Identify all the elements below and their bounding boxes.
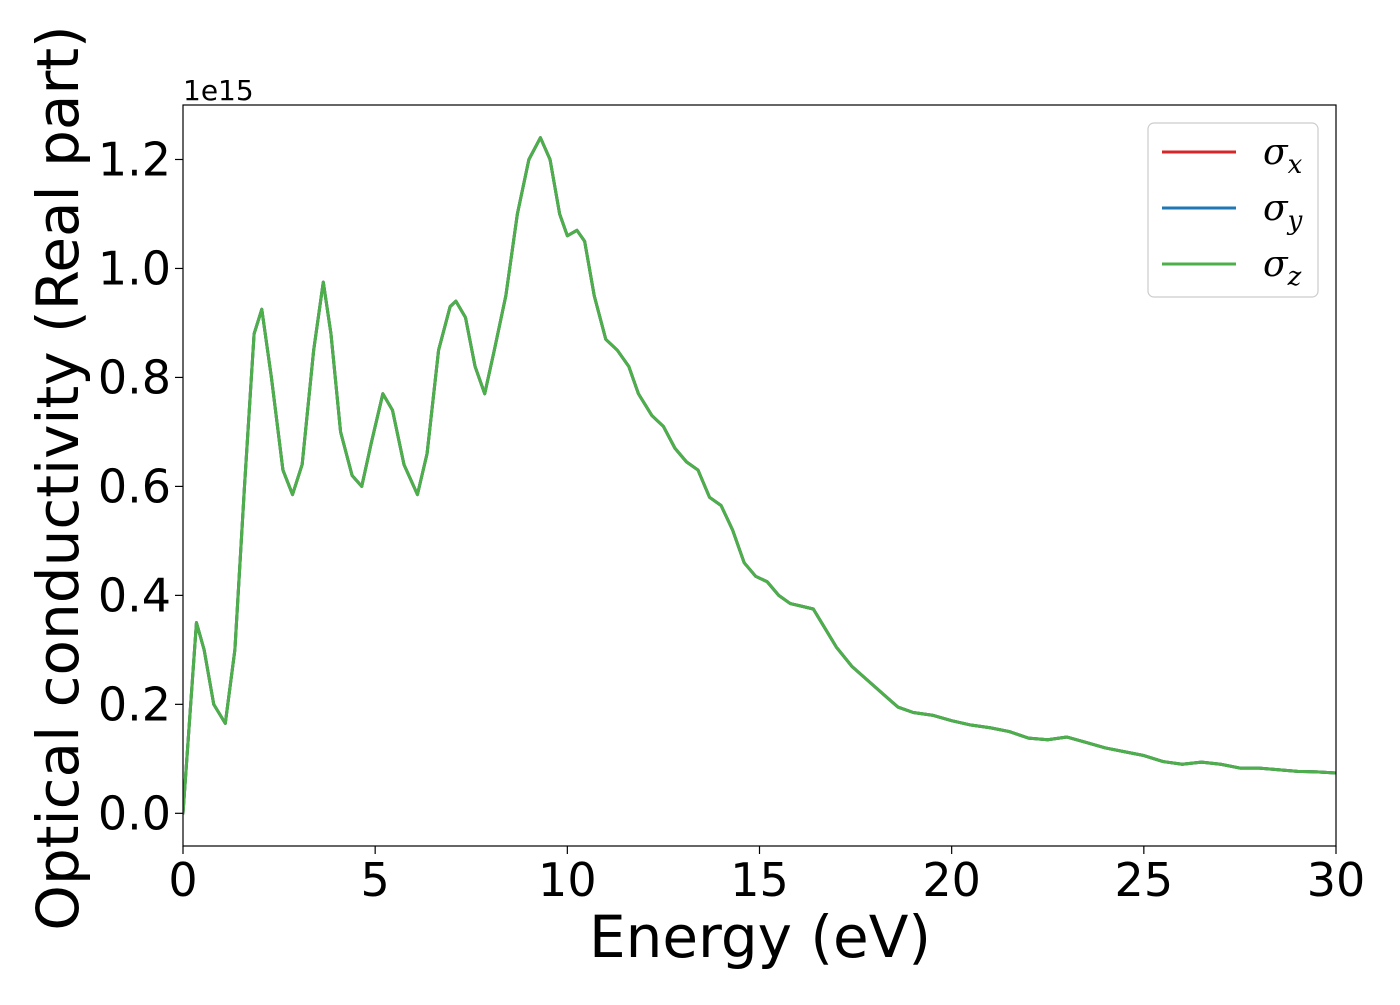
- x-tick-label: 5: [361, 853, 390, 907]
- legend-label: σy: [1263, 188, 1303, 236]
- x-tick-label: 10: [538, 853, 597, 907]
- y-axis-offset-label: 1e15: [183, 74, 254, 107]
- y-tick-label: 1.2: [98, 132, 171, 186]
- legend-label: σz: [1263, 244, 1302, 292]
- y-tick-label: 0.4: [98, 568, 171, 622]
- legend-item-y: σy: [1162, 188, 1303, 236]
- y-tick-label: 0.8: [98, 350, 171, 404]
- y-tick-label: 0.0: [98, 786, 171, 840]
- legend-item-x: σx: [1162, 132, 1303, 180]
- x-tick-label: 25: [1115, 853, 1174, 907]
- x-tick-label: 20: [922, 853, 981, 907]
- x-axis-label: Energy (eV): [589, 903, 931, 971]
- y-axis-ticks: 0.0 0.2 0.4 0.6 0.8 1.0 1.2: [98, 132, 183, 840]
- series-layer: [183, 136, 1336, 815]
- legend-frame: [1147, 122, 1319, 298]
- y-tick-label: 1.0: [98, 241, 171, 295]
- series-line-z: [183, 136, 1336, 815]
- legend-label: σx: [1263, 132, 1303, 180]
- legend-item-z: σz: [1162, 244, 1302, 292]
- y-axis-label: Optical conductivity (Real part): [24, 25, 92, 930]
- x-tick-label: 0: [168, 853, 197, 907]
- x-tick-label: 30: [1307, 853, 1366, 907]
- y-tick-label: 0.6: [98, 459, 171, 513]
- legend: σx σy σz: [1147, 122, 1319, 298]
- x-axis-ticks: 0 5 10 15 20 25 30: [168, 846, 1365, 907]
- x-tick-label: 15: [730, 853, 789, 907]
- y-tick-label: 0.2: [98, 677, 171, 731]
